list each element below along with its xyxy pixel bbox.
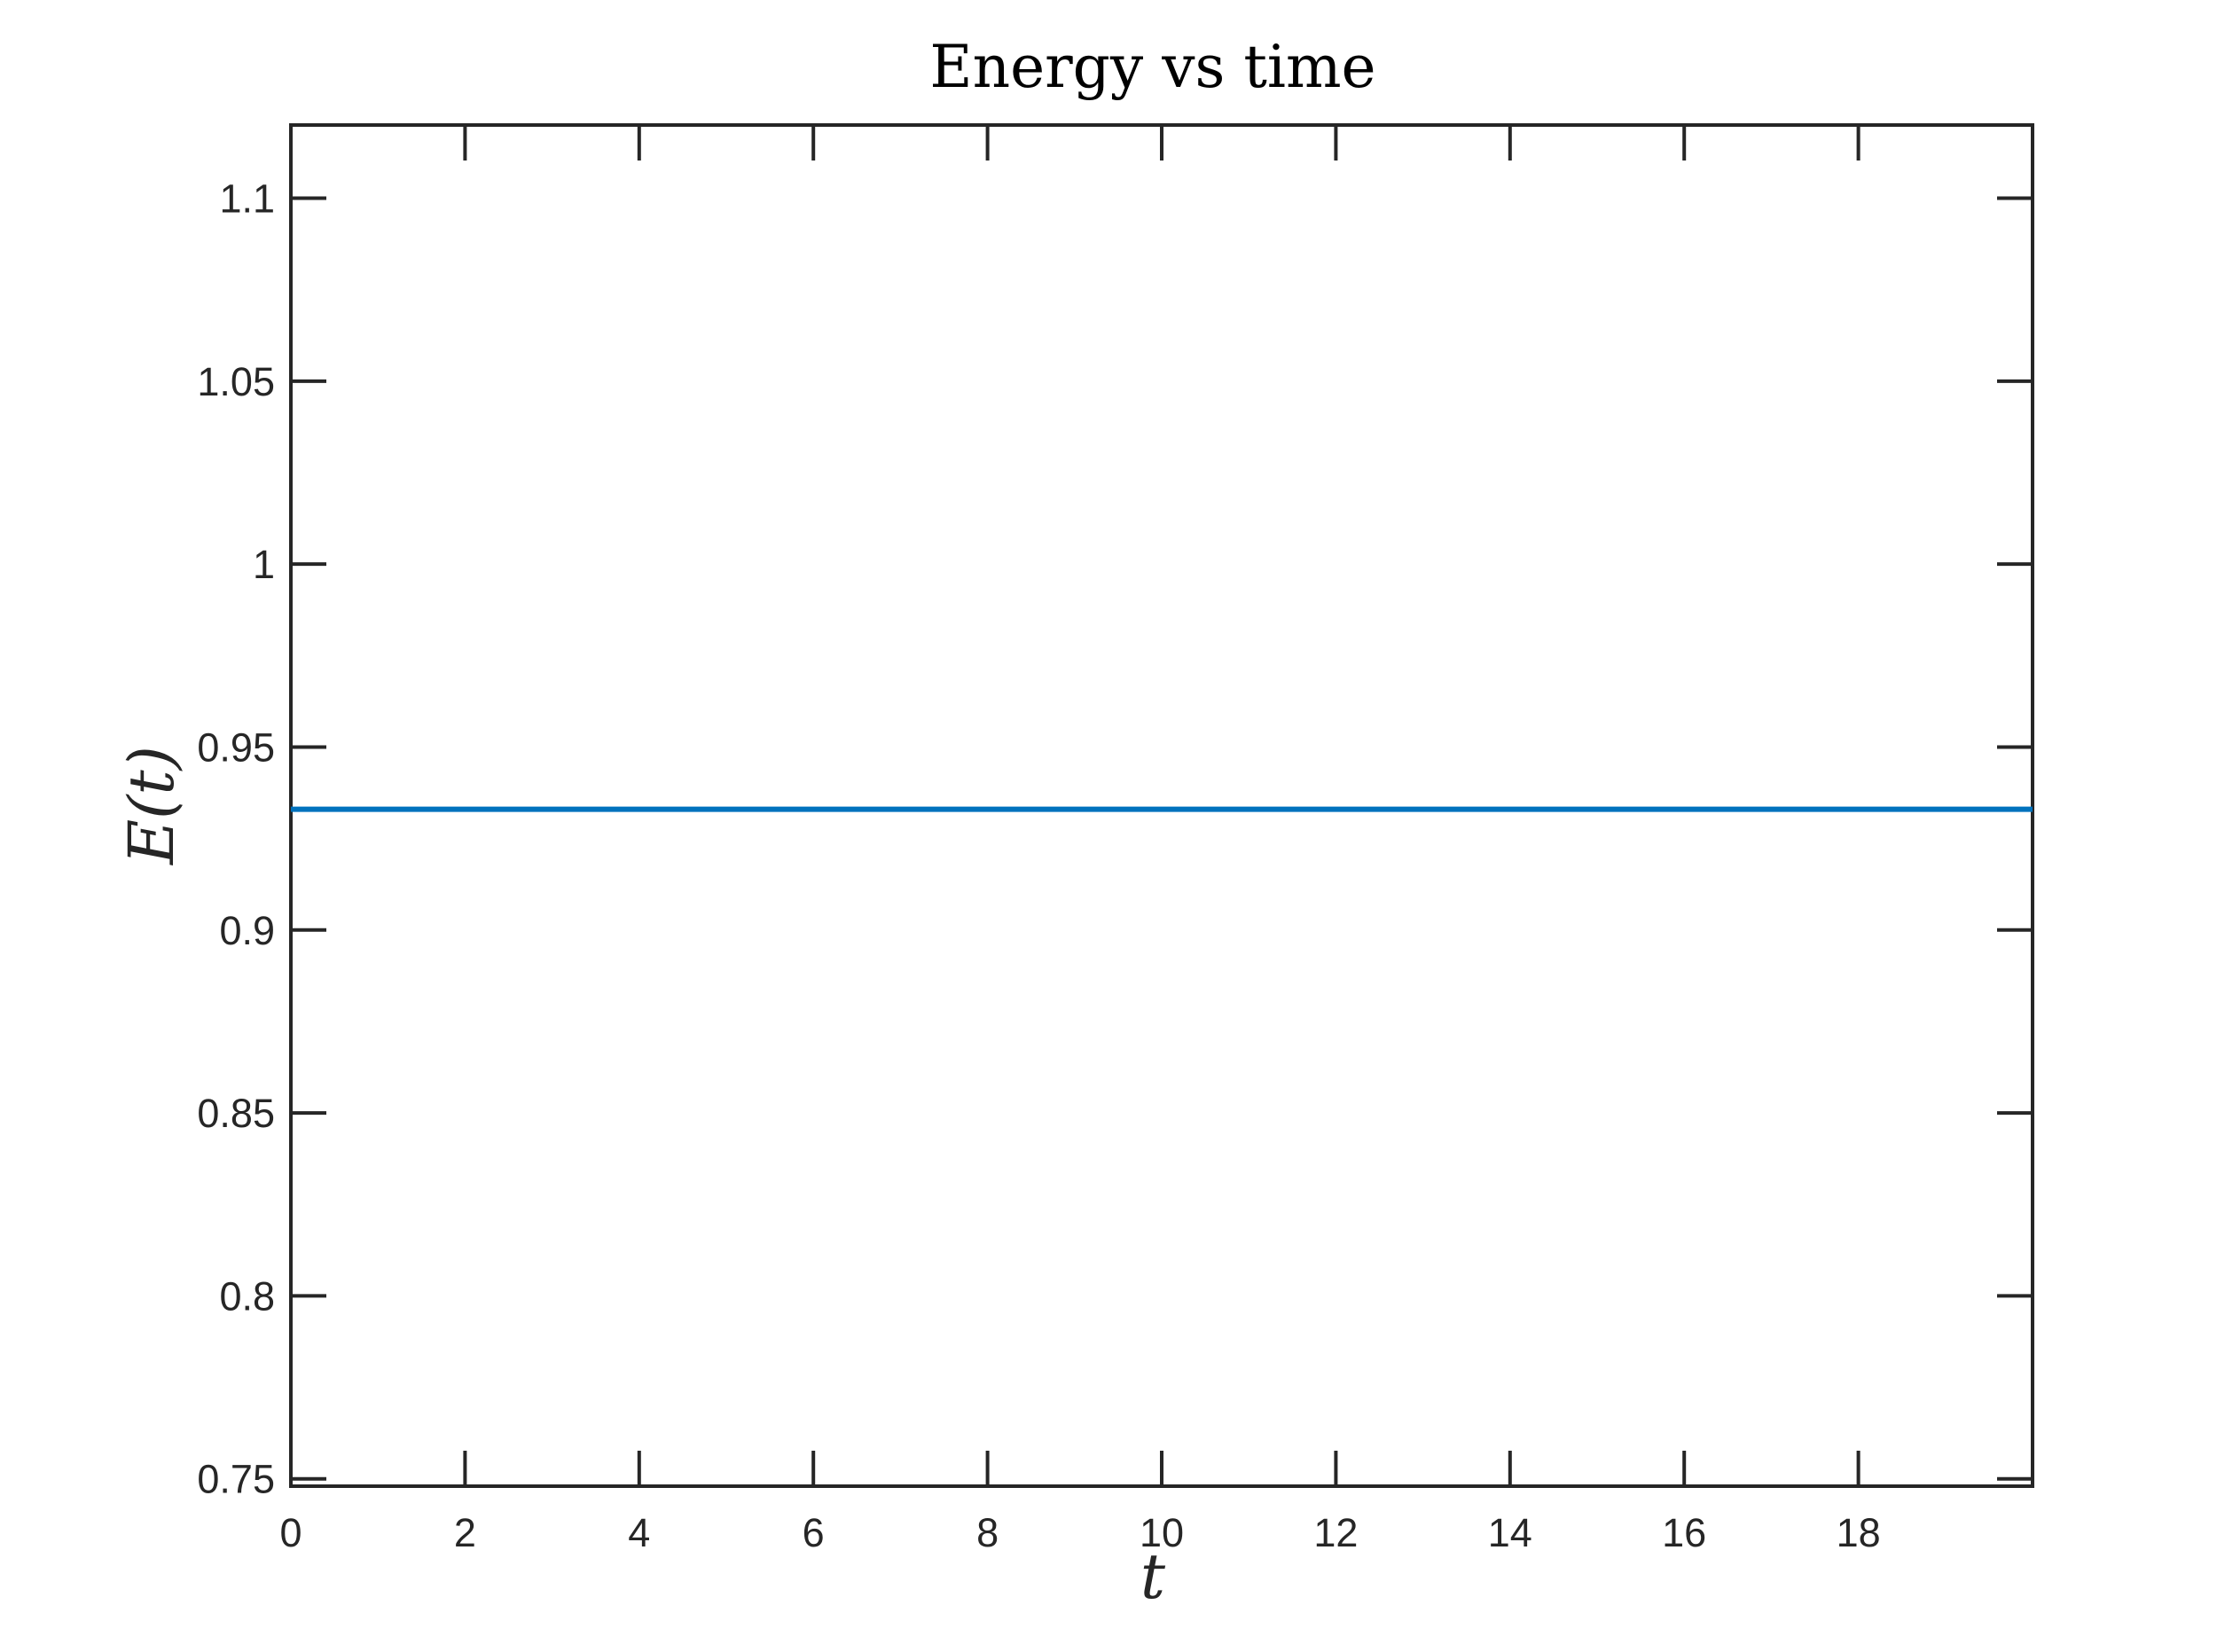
x-tick-label: 14 [1488, 1510, 1532, 1555]
chart-title: Energy vs time [929, 33, 1375, 101]
x-tick-label: 8 [976, 1510, 999, 1555]
x-axis-label: t [1140, 1540, 1166, 1613]
y-axis-label: E(t) [115, 746, 188, 866]
y-tick-label: 0.85 [197, 1091, 275, 1136]
x-tick-label: 12 [1313, 1510, 1358, 1555]
x-tick-label: 6 [803, 1510, 825, 1555]
y-tick-label: 0.75 [197, 1457, 275, 1502]
y-tick-label: 1.1 [219, 176, 275, 222]
x-tick-label: 0 [279, 1510, 302, 1555]
plot-area: 0 2 4 6 8 10 12 14 16 18 0.75 0.8 0.85 0.9 0.95 1 1.05 1.… [197, 123, 2034, 1555]
x-tick-label: 16 [1662, 1510, 1706, 1555]
x-tick-label: 18 [1837, 1510, 1881, 1555]
y-tick-label: 1.05 [197, 359, 275, 404]
y-tick-label: 0.95 [197, 724, 275, 770]
y-tick-label: 0.8 [219, 1273, 275, 1319]
y-tick-label: 1 [253, 542, 275, 587]
x-tick-label: 2 [454, 1510, 476, 1555]
x-tick-label: 4 [628, 1510, 650, 1555]
x-tick-label: 10 [1140, 1510, 1184, 1555]
y-tick-label: 0.9 [219, 908, 275, 953]
